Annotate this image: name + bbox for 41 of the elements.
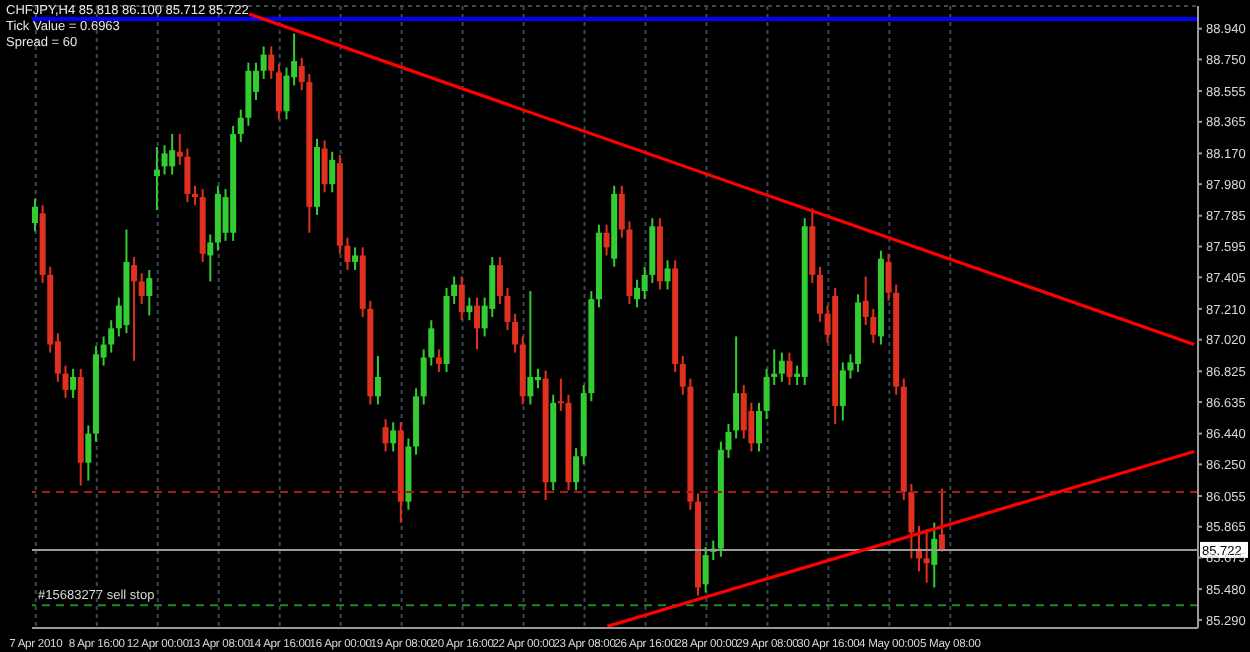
candlestick (268, 45, 275, 80)
candlestick (260, 45, 267, 80)
candlestick (161, 144, 168, 176)
candlestick (931, 521, 938, 589)
candlestick (275, 63, 282, 121)
candlestick (664, 259, 671, 291)
candlestick (778, 351, 785, 383)
candlestick (138, 272, 145, 306)
candlestick (283, 66, 290, 121)
candlestick (146, 269, 153, 317)
candlestick (938, 487, 945, 553)
candlestick (382, 418, 389, 453)
candlestick (153, 145, 160, 212)
candlestick (755, 401, 762, 453)
candlestick (169, 132, 176, 176)
candlestick (131, 256, 138, 362)
candlestick (374, 354, 381, 406)
candlestick (70, 367, 77, 399)
candlestick (390, 421, 397, 453)
candlestick (466, 296, 473, 322)
candlestick (923, 528, 930, 584)
candlestick (321, 139, 328, 194)
candlestick (85, 424, 92, 482)
candlestick (839, 361, 846, 422)
candlestick (192, 184, 199, 207)
candlestick (786, 351, 793, 387)
candlestick (534, 367, 541, 390)
candlestick (458, 275, 465, 322)
candlestick (352, 246, 359, 272)
candlestick (527, 290, 534, 406)
candlestick (816, 265, 823, 323)
candlestick (32, 197, 38, 233)
candlestick (329, 150, 336, 194)
candlestick (634, 278, 641, 309)
candlestick (512, 312, 519, 354)
candlestick (474, 296, 481, 351)
candlestick (435, 348, 442, 374)
candlestick (573, 447, 580, 492)
candlestick (702, 546, 709, 594)
candlestick (603, 223, 610, 257)
candlestick (207, 233, 214, 283)
